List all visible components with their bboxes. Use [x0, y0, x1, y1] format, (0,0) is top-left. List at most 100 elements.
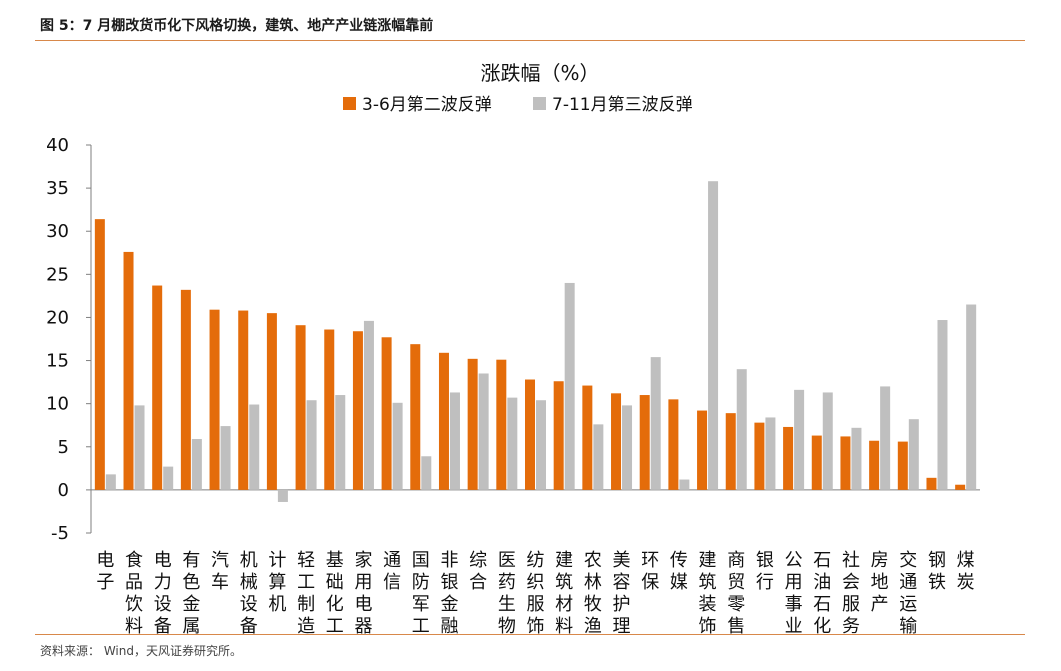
y-tick-label: -5 — [51, 523, 69, 544]
bar-series2 — [277, 489, 288, 502]
x-tick-label: 饰 — [527, 616, 545, 634]
x-tick-label: 事 — [785, 594, 803, 615]
x-tick-label: 械 — [240, 572, 258, 593]
x-tick-label: 建 — [555, 550, 573, 571]
y-tick-label: 25 — [46, 264, 69, 285]
legend-swatch-series1 — [343, 97, 356, 110]
bar-series1 — [697, 410, 708, 490]
x-tick-label: 售 — [727, 616, 745, 634]
bar-series1 — [840, 436, 851, 490]
bar-series1 — [668, 399, 679, 490]
legend-swatch-series2 — [533, 97, 546, 110]
bar-series2 — [765, 417, 776, 490]
x-tick-label: 煤 — [957, 550, 975, 571]
x-tick-label: 非 — [440, 550, 458, 571]
bar-series1 — [639, 395, 650, 490]
bar-series1 — [553, 381, 564, 490]
bar-series1 — [897, 441, 908, 490]
x-tick-label: 设 — [240, 594, 258, 615]
x-tick-label: 石 — [813, 594, 831, 615]
x-tick-label: 钢 — [928, 550, 946, 571]
source-note: 资料来源： Wind，天风证券研究所。 — [40, 644, 242, 658]
bar-series1 — [381, 337, 392, 490]
x-tick-label: 有 — [182, 550, 200, 571]
bar-series2 — [622, 405, 633, 490]
bar-series2 — [249, 404, 260, 490]
bar-series2 — [134, 405, 145, 490]
plot-area: -50510152025303540电子食品饮料电力设备有色金属汽车机械设备计算… — [46, 135, 980, 634]
x-tick-label: 制 — [297, 594, 315, 615]
bar-series2 — [220, 426, 231, 490]
x-tick-label: 金 — [182, 594, 200, 615]
x-tick-label: 造 — [297, 616, 315, 634]
x-tick-label: 媒 — [670, 572, 688, 593]
x-tick-label: 业 — [785, 616, 803, 634]
x-tick-label: 电 — [354, 594, 372, 615]
x-tick-label: 综 — [469, 550, 487, 571]
x-tick-label: 运 — [899, 594, 917, 615]
x-tick-label: 环 — [641, 550, 659, 571]
bar-series1 — [238, 310, 249, 490]
x-tick-label: 理 — [613, 616, 631, 634]
bar-series2 — [908, 419, 919, 490]
y-tick-label: 30 — [46, 221, 69, 242]
x-tick-label: 备 — [154, 616, 172, 634]
x-tick-label: 设 — [154, 594, 172, 615]
x-tick-label: 行 — [756, 572, 774, 593]
x-tick-label: 房 — [871, 550, 889, 571]
bar-series2 — [163, 466, 174, 490]
x-tick-label: 贸 — [727, 572, 745, 593]
x-tick-label: 护 — [613, 594, 631, 615]
x-tick-label: 医 — [498, 550, 516, 571]
y-tick-label: 35 — [46, 178, 69, 199]
x-tick-label: 饰 — [699, 616, 717, 634]
x-tick-label: 备 — [240, 616, 258, 634]
x-tick-label: 车 — [211, 572, 229, 593]
x-tick-label: 力 — [154, 572, 172, 593]
bar-series1 — [926, 477, 937, 490]
bar-series1 — [955, 484, 966, 490]
x-tick-label: 装 — [699, 594, 717, 615]
x-tick-label: 服 — [842, 594, 860, 615]
bar-series2 — [822, 392, 833, 490]
x-tick-label: 国 — [412, 550, 430, 571]
x-tick-label: 通 — [899, 572, 917, 593]
x-tick-label: 社 — [842, 550, 860, 571]
x-tick-label: 银 — [756, 550, 774, 571]
x-tick-label: 工 — [326, 616, 344, 634]
x-tick-label: 料 — [125, 616, 143, 634]
figure-caption: 图 5：7 月棚改货币化下风格切换，建筑、地产产业链涨幅靠前 — [40, 18, 434, 34]
x-tick-label: 务 — [842, 616, 860, 634]
x-tick-label: 渔 — [584, 616, 602, 634]
bar-series2 — [306, 400, 317, 490]
x-tick-label: 美 — [613, 550, 631, 571]
bar-series1 — [869, 440, 880, 490]
bar-series1 — [266, 313, 277, 490]
x-tick-label: 地 — [871, 572, 889, 593]
x-tick-label: 饮 — [125, 594, 143, 615]
x-tick-label: 农 — [584, 550, 602, 571]
chart-title: 涨跌幅（%） — [480, 61, 599, 85]
x-tick-label: 子 — [96, 572, 114, 593]
bar-series1 — [209, 309, 220, 490]
y-tick-label: 5 — [58, 437, 69, 458]
bar-series2 — [851, 427, 862, 490]
bar-series1 — [180, 289, 191, 490]
bar-series1 — [410, 344, 421, 490]
bar-series2 — [105, 474, 116, 490]
bar-series2 — [449, 392, 460, 490]
x-tick-label: 食 — [125, 550, 143, 571]
bar-series2 — [335, 395, 346, 490]
x-tick-label: 机 — [240, 550, 258, 571]
bar-series2 — [650, 357, 661, 490]
x-tick-label: 合 — [469, 572, 487, 593]
x-tick-label: 服 — [527, 594, 545, 615]
x-tick-label: 炭 — [957, 572, 975, 593]
bar-series1 — [611, 393, 622, 490]
x-tick-label: 用 — [785, 572, 803, 593]
x-tick-label: 金 — [440, 594, 458, 615]
x-tick-label: 筑 — [699, 572, 717, 593]
bar-series1 — [94, 219, 105, 490]
x-tick-label: 轻 — [297, 550, 315, 571]
x-tick-label: 电 — [154, 550, 172, 571]
